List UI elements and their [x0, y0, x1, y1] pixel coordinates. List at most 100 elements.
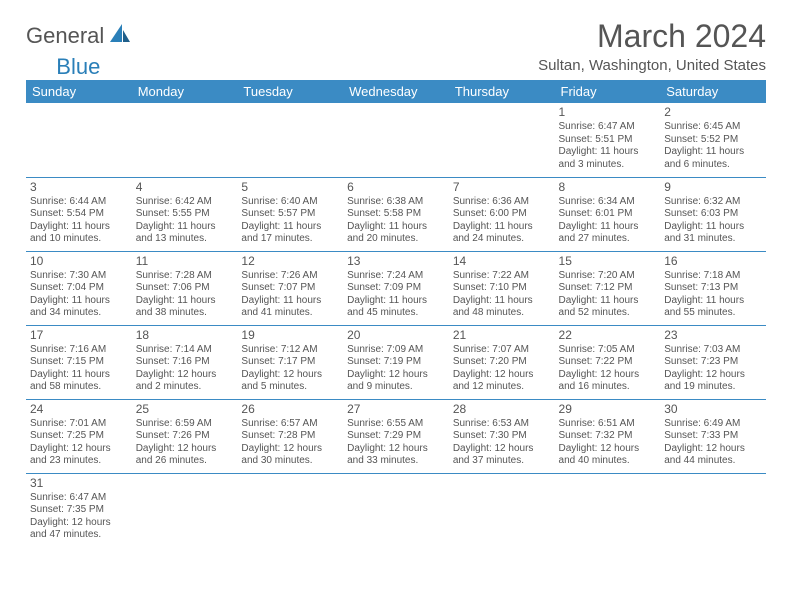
day-number: 18: [136, 328, 234, 343]
daylight-text: Daylight: 11 hours: [453, 295, 551, 308]
sunrise-text: Sunrise: 7:20 AM: [559, 270, 657, 283]
daylight-text: and 40 minutes.: [559, 455, 657, 468]
sunrise-text: Sunrise: 6:40 AM: [241, 196, 339, 209]
daylight-text: and 9 minutes.: [347, 381, 445, 394]
sunrise-text: Sunrise: 6:32 AM: [664, 196, 762, 209]
calendar-cell: 31Sunrise: 6:47 AMSunset: 7:35 PMDayligh…: [26, 473, 132, 547]
sunset-text: Sunset: 7:16 PM: [136, 356, 234, 369]
daylight-text: and 41 minutes.: [241, 307, 339, 320]
daylight-text: Daylight: 11 hours: [559, 146, 657, 159]
day-header: Tuesday: [237, 80, 343, 103]
daylight-text: and 58 minutes.: [30, 381, 128, 394]
daylight-text: and 31 minutes.: [664, 233, 762, 246]
sunset-text: Sunset: 7:32 PM: [559, 430, 657, 443]
daylight-text: and 37 minutes.: [453, 455, 551, 468]
daylight-text: Daylight: 12 hours: [136, 443, 234, 456]
daylight-text: Daylight: 11 hours: [30, 221, 128, 234]
calendar-cell: 19Sunrise: 7:12 AMSunset: 7:17 PMDayligh…: [237, 325, 343, 399]
day-number: 19: [241, 328, 339, 343]
sunset-text: Sunset: 7:30 PM: [453, 430, 551, 443]
day-number: 26: [241, 402, 339, 417]
day-number: 17: [30, 328, 128, 343]
daylight-text: Daylight: 12 hours: [241, 443, 339, 456]
day-number: 14: [453, 254, 551, 269]
daylight-text: and 30 minutes.: [241, 455, 339, 468]
day-number: 20: [347, 328, 445, 343]
daylight-text: Daylight: 11 hours: [30, 369, 128, 382]
calendar-cell: [555, 473, 661, 547]
day-header: Saturday: [660, 80, 766, 103]
calendar-cell: 29Sunrise: 6:51 AMSunset: 7:32 PMDayligh…: [555, 399, 661, 473]
calendar-cell: 9Sunrise: 6:32 AMSunset: 6:03 PMDaylight…: [660, 177, 766, 251]
calendar-cell: 20Sunrise: 7:09 AMSunset: 7:19 PMDayligh…: [343, 325, 449, 399]
day-number: 1: [559, 105, 657, 120]
sunset-text: Sunset: 7:09 PM: [347, 282, 445, 295]
sunrise-text: Sunrise: 7:22 AM: [453, 270, 551, 283]
daylight-text: and 5 minutes.: [241, 381, 339, 394]
day-number: 16: [664, 254, 762, 269]
day-number: 3: [30, 180, 128, 195]
day-number: 30: [664, 402, 762, 417]
sunset-text: Sunset: 7:15 PM: [30, 356, 128, 369]
sunrise-text: Sunrise: 7:05 AM: [559, 344, 657, 357]
page-title: March 2024: [597, 18, 766, 55]
calendar-cell: 16Sunrise: 7:18 AMSunset: 7:13 PMDayligh…: [660, 251, 766, 325]
sunrise-text: Sunrise: 6:42 AM: [136, 196, 234, 209]
calendar-cell: 3Sunrise: 6:44 AMSunset: 5:54 PMDaylight…: [26, 177, 132, 251]
calendar-cell: 14Sunrise: 7:22 AMSunset: 7:10 PMDayligh…: [449, 251, 555, 325]
calendar-cell: 22Sunrise: 7:05 AMSunset: 7:22 PMDayligh…: [555, 325, 661, 399]
calendar-cell: 7Sunrise: 6:36 AMSunset: 6:00 PMDaylight…: [449, 177, 555, 251]
logo-text-a: General: [26, 23, 104, 49]
sunrise-text: Sunrise: 6:51 AM: [559, 418, 657, 431]
sunset-text: Sunset: 5:52 PM: [664, 134, 762, 147]
day-number: 22: [559, 328, 657, 343]
calendar-cell: [449, 473, 555, 547]
day-number: 24: [30, 402, 128, 417]
calendar-cell: 25Sunrise: 6:59 AMSunset: 7:26 PMDayligh…: [132, 399, 238, 473]
day-number: 15: [559, 254, 657, 269]
sunrise-text: Sunrise: 7:09 AM: [347, 344, 445, 357]
day-number: 23: [664, 328, 762, 343]
sunrise-text: Sunrise: 6:49 AM: [664, 418, 762, 431]
sunrise-text: Sunrise: 7:14 AM: [136, 344, 234, 357]
daylight-text: and 13 minutes.: [136, 233, 234, 246]
sunset-text: Sunset: 6:03 PM: [664, 208, 762, 221]
day-number: 29: [559, 402, 657, 417]
daylight-text: and 38 minutes.: [136, 307, 234, 320]
calendar-cell: 6Sunrise: 6:38 AMSunset: 5:58 PMDaylight…: [343, 177, 449, 251]
daylight-text: and 23 minutes.: [30, 455, 128, 468]
day-number: 12: [241, 254, 339, 269]
sunrise-text: Sunrise: 6:45 AM: [664, 121, 762, 134]
calendar-cell: 28Sunrise: 6:53 AMSunset: 7:30 PMDayligh…: [449, 399, 555, 473]
sunset-text: Sunset: 7:20 PM: [453, 356, 551, 369]
sunrise-text: Sunrise: 6:59 AM: [136, 418, 234, 431]
daylight-text: Daylight: 11 hours: [136, 295, 234, 308]
calendar-row: 10Sunrise: 7:30 AMSunset: 7:04 PMDayligh…: [26, 251, 766, 325]
sunset-text: Sunset: 7:17 PM: [241, 356, 339, 369]
daylight-text: Daylight: 11 hours: [241, 221, 339, 234]
day-number: 28: [453, 402, 551, 417]
day-number: 27: [347, 402, 445, 417]
calendar-cell: 2Sunrise: 6:45 AMSunset: 5:52 PMDaylight…: [660, 103, 766, 177]
sunset-text: Sunset: 7:07 PM: [241, 282, 339, 295]
daylight-text: and 44 minutes.: [664, 455, 762, 468]
sunrise-text: Sunrise: 7:30 AM: [30, 270, 128, 283]
daylight-text: Daylight: 11 hours: [136, 221, 234, 234]
daylight-text: Daylight: 11 hours: [347, 221, 445, 234]
day-number: 11: [136, 254, 234, 269]
calendar-cell: [660, 473, 766, 547]
logo: General: [26, 22, 132, 50]
day-number: 13: [347, 254, 445, 269]
sunrise-text: Sunrise: 7:28 AM: [136, 270, 234, 283]
sunrise-text: Sunrise: 7:16 AM: [30, 344, 128, 357]
daylight-text: and 52 minutes.: [559, 307, 657, 320]
daylight-text: and 27 minutes.: [559, 233, 657, 246]
daylight-text: and 34 minutes.: [30, 307, 128, 320]
sunset-text: Sunset: 7:35 PM: [30, 504, 128, 517]
sunset-text: Sunset: 6:00 PM: [453, 208, 551, 221]
day-number: 9: [664, 180, 762, 195]
sunset-text: Sunset: 6:01 PM: [559, 208, 657, 221]
daylight-text: Daylight: 11 hours: [559, 295, 657, 308]
daylight-text: and 55 minutes.: [664, 307, 762, 320]
day-number: 10: [30, 254, 128, 269]
